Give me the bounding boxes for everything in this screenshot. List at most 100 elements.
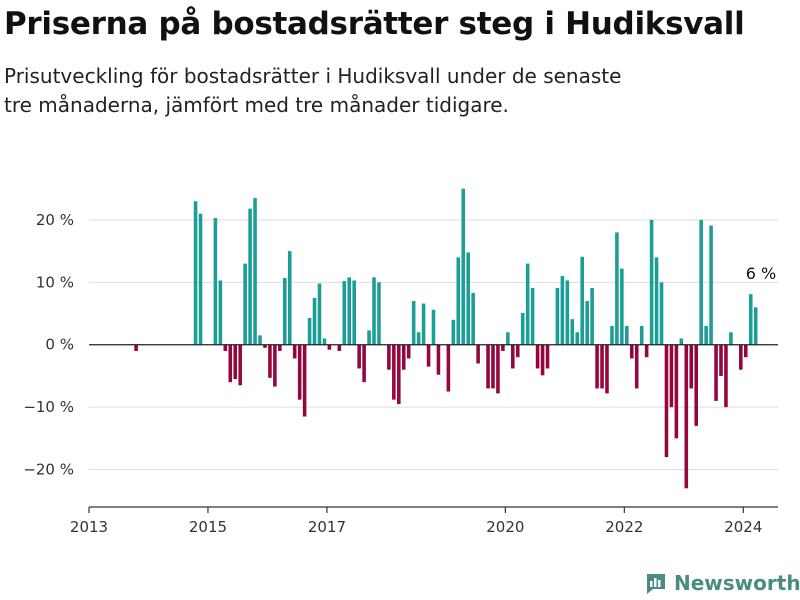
bar-negative xyxy=(669,344,674,408)
x-tick-label: 2015 xyxy=(189,518,227,536)
bar-positive xyxy=(377,282,381,345)
bar-positive xyxy=(471,292,475,345)
bar-negative xyxy=(511,344,515,369)
bar-negative xyxy=(362,344,366,383)
bar-negative xyxy=(496,344,500,394)
bar-positive xyxy=(218,280,223,345)
bar-negative xyxy=(238,344,242,386)
bar-positive xyxy=(466,252,470,345)
bar-positive xyxy=(421,303,426,345)
bar-positive xyxy=(243,263,247,345)
bar-negative xyxy=(684,344,689,489)
bar-chart-logo-icon xyxy=(647,574,665,594)
bar-negative xyxy=(401,344,406,370)
bar-negative xyxy=(744,344,748,358)
bar-positive xyxy=(367,330,371,345)
bar-negative xyxy=(387,344,391,370)
bar-negative xyxy=(515,344,520,358)
bar-positive xyxy=(748,294,753,345)
bar-negative xyxy=(491,344,495,389)
bar-positive xyxy=(560,276,565,345)
bar-positive xyxy=(416,332,421,345)
bar-negative xyxy=(540,344,545,376)
bar-negative xyxy=(605,344,609,394)
bar-positive xyxy=(570,319,575,345)
bar-negative xyxy=(392,344,396,400)
x-tick-label: 2013 xyxy=(70,518,108,536)
x-tick-label: 2022 xyxy=(605,518,643,536)
bar-positive xyxy=(317,283,322,345)
bar-negative xyxy=(302,344,307,417)
bar-negative xyxy=(337,344,342,351)
bar-negative xyxy=(357,344,361,369)
bar-negative xyxy=(273,344,277,387)
bar-positive xyxy=(649,219,654,345)
bar-positive xyxy=(615,232,619,345)
bars xyxy=(134,188,758,489)
bar-positive xyxy=(753,307,758,345)
bar-negative xyxy=(426,344,431,367)
bar-positive xyxy=(555,287,560,345)
bar-positive xyxy=(451,319,456,345)
bar-negative xyxy=(535,344,540,369)
bar-positive xyxy=(258,335,262,345)
bar-negative xyxy=(436,344,441,375)
bar-negative xyxy=(674,344,679,439)
x-tick-label: 2020 xyxy=(486,518,524,536)
bar-negative xyxy=(233,344,238,380)
bar-negative xyxy=(134,344,138,351)
bar-positive xyxy=(520,312,525,345)
bar-positive xyxy=(352,280,356,345)
bar-positive xyxy=(193,201,198,345)
bar-positive xyxy=(654,257,659,345)
grid-lines xyxy=(89,219,778,471)
bar-positive xyxy=(659,282,664,345)
bar-positive xyxy=(565,280,570,345)
bar-positive xyxy=(729,332,733,345)
bar-positive xyxy=(625,326,629,345)
bar-negative xyxy=(595,344,599,389)
bar-positive xyxy=(585,301,589,345)
bar-positive xyxy=(213,218,218,345)
bar-positive xyxy=(704,326,708,345)
bar-negative xyxy=(446,344,451,392)
bar-positive xyxy=(461,188,466,345)
bar-negative xyxy=(486,344,490,389)
bar-negative xyxy=(397,344,401,405)
bar-negative xyxy=(724,344,728,408)
bar-positive xyxy=(253,198,257,345)
bar-negative xyxy=(476,344,480,364)
bar-positive xyxy=(342,281,347,345)
bar-negative xyxy=(223,344,228,351)
y-tick-label: −10 % xyxy=(23,398,74,416)
bar-positive xyxy=(530,287,535,345)
bar-positive xyxy=(620,268,624,345)
bar-negative xyxy=(694,344,698,426)
bar-negative xyxy=(263,344,267,348)
y-tick-label: 20 % xyxy=(36,211,74,229)
bar-negative xyxy=(292,344,297,359)
chart-subtitle: Prisutveckling för bostadsrätter i Hudik… xyxy=(4,64,622,117)
bar-positive xyxy=(307,317,312,345)
bar-positive xyxy=(372,277,376,345)
bar-positive xyxy=(639,326,644,345)
newsworthy-logo: Newsworthy xyxy=(644,571,800,595)
bar-negative xyxy=(545,344,550,369)
bar-positive xyxy=(590,287,594,345)
brand-name: Newsworthy xyxy=(674,571,800,595)
y-tick-label: −20 % xyxy=(23,461,74,479)
bar-negative xyxy=(719,344,723,376)
bar-positive xyxy=(610,326,614,345)
bar-negative xyxy=(689,344,694,389)
bar-positive xyxy=(347,277,352,345)
bar-negative xyxy=(327,344,332,350)
bar-positive xyxy=(283,277,287,345)
latest-value-label: 6 % xyxy=(746,264,776,283)
bar-positive xyxy=(431,309,436,345)
bar-positive xyxy=(312,297,317,345)
bar-positive xyxy=(699,219,703,345)
bar-positive xyxy=(322,338,327,345)
bar-negative xyxy=(714,344,718,401)
y-tick-label: 10 % xyxy=(36,273,74,291)
